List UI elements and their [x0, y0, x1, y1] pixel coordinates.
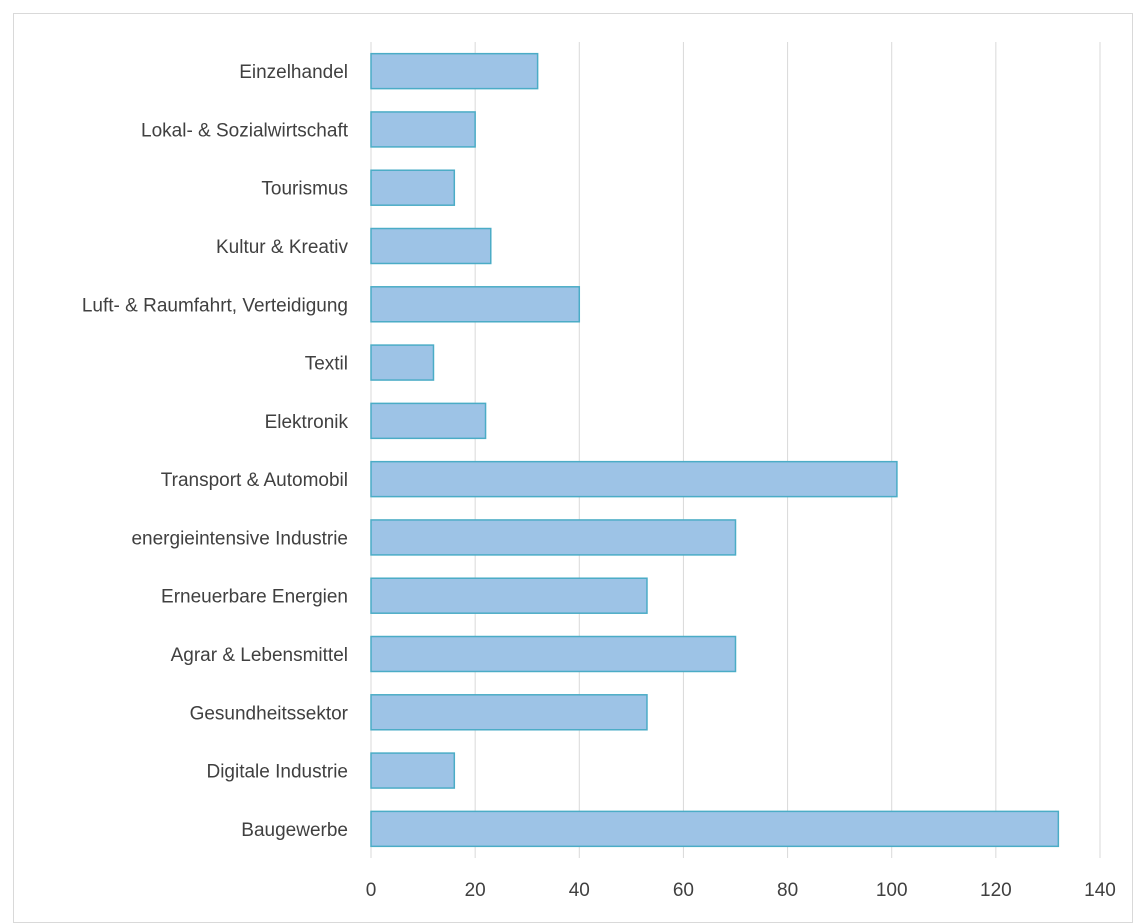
- category-label: Tourismus: [261, 179, 348, 200]
- bar: [370, 286, 581, 323]
- bar: [370, 694, 648, 731]
- x-tick-label: 140: [1084, 880, 1116, 901]
- x-axis-tick-labels: 0 20 40 60 80 100 120 140: [366, 880, 1116, 901]
- category-label: Digitale Industrie: [206, 762, 348, 783]
- x-tick-label: 40: [569, 880, 590, 901]
- bar: [370, 752, 456, 789]
- category-label: Elektronik: [265, 412, 349, 433]
- bar: [370, 52, 539, 90]
- category-label: Baugewerbe: [241, 820, 348, 841]
- bar: [370, 810, 1060, 848]
- category-label: Textil: [305, 354, 348, 375]
- bar: [370, 227, 492, 265]
- bar: [370, 519, 737, 556]
- bar: [370, 635, 737, 673]
- gridlines: [370, 42, 1101, 858]
- category-label: Transport & Automobil: [161, 470, 348, 491]
- x-tick-label: 100: [876, 880, 908, 901]
- bars: [370, 52, 1060, 848]
- x-tick-label: 60: [673, 880, 694, 901]
- x-tick-label: 20: [465, 880, 486, 901]
- x-tick-label: 120: [980, 880, 1012, 901]
- category-label: Luft- & Raumfahrt, Verteidigung: [82, 295, 348, 316]
- bar: [370, 577, 648, 614]
- category-label: energieintensive Industrie: [131, 528, 348, 549]
- category-label: Gesundheitssektor: [190, 703, 349, 724]
- category-label: Erneuerbare Energien: [161, 587, 348, 608]
- x-tick-label: 80: [777, 880, 798, 901]
- category-label: Lokal- & Sozialwirtschaft: [141, 120, 349, 141]
- bar: [370, 402, 487, 440]
- category-label: Agrar & Lebensmittel: [171, 645, 348, 666]
- category-label: Kultur & Kreativ: [216, 237, 348, 258]
- bar: [370, 460, 898, 498]
- bar: [370, 111, 476, 148]
- bar: [370, 344, 435, 381]
- x-tick-label: 0: [366, 880, 377, 901]
- category-label: Einzelhandel: [239, 62, 348, 83]
- bar: [370, 169, 456, 206]
- category-labels: Einzelhandel Lokal- & Sozialwirtschaft Tou…: [82, 62, 349, 841]
